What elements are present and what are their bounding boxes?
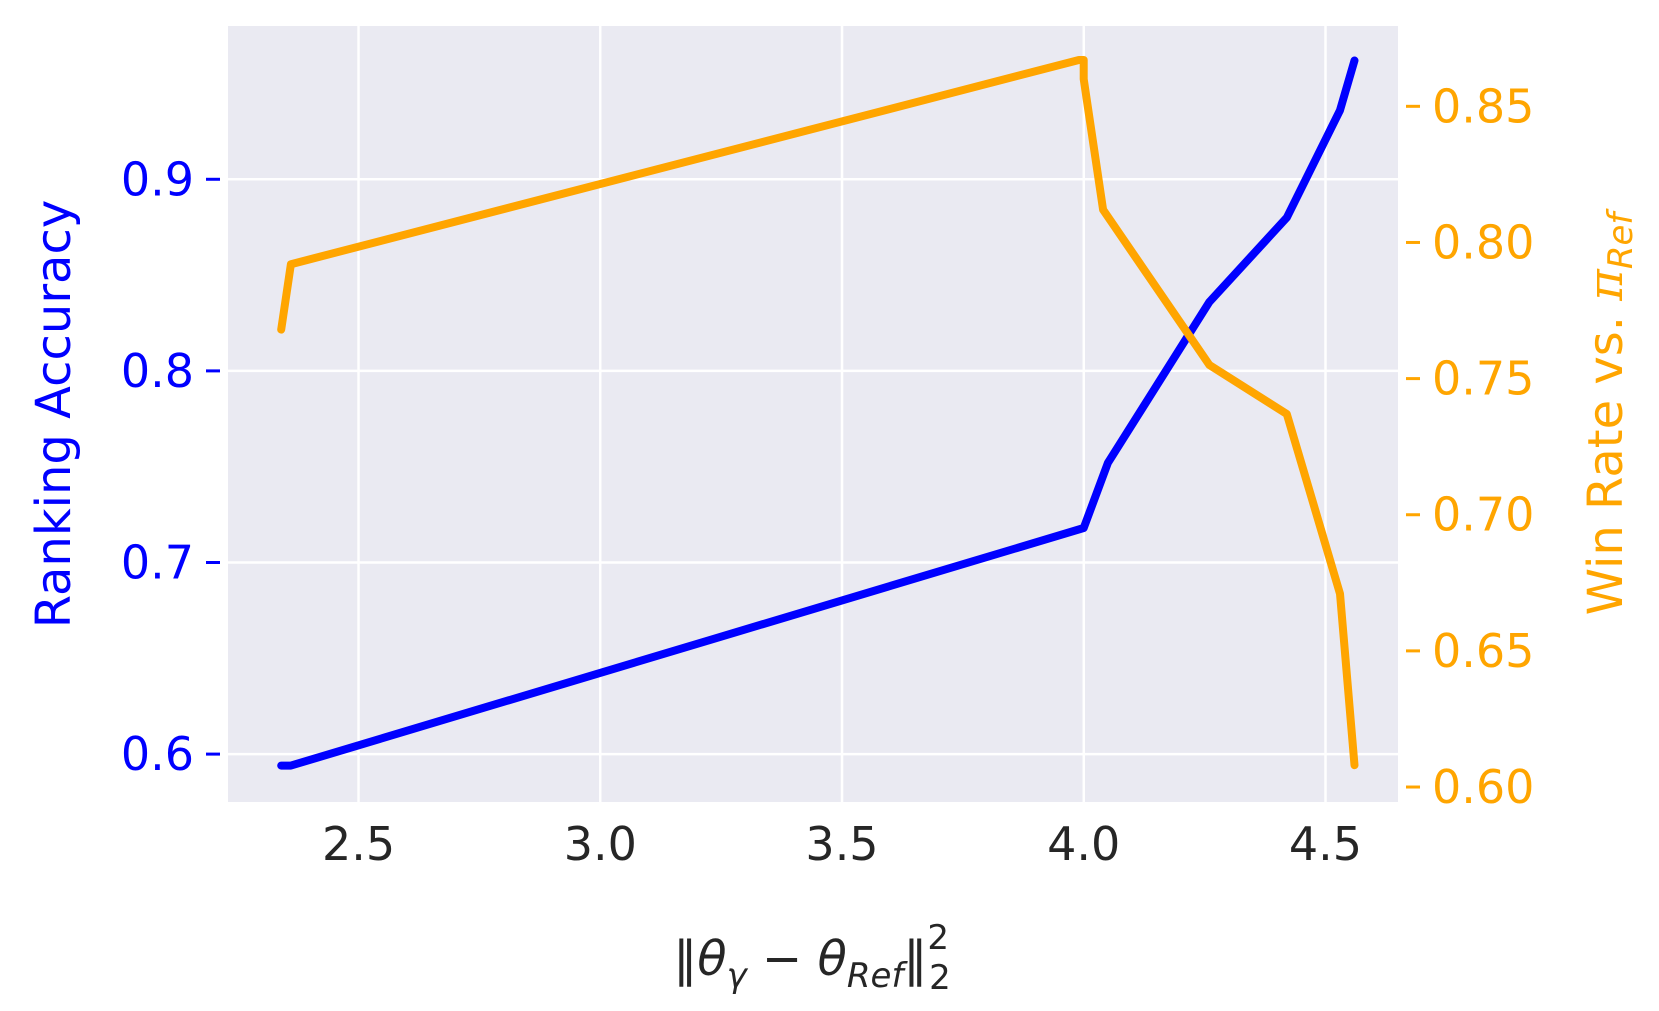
y-right-axis-title: Win Rate vs. πRef [1578,208,1641,616]
y-right-tick-label: 0.70 [1432,488,1534,542]
y-right-tick-label: 0.85 [1432,79,1534,133]
series-lines [277,56,1359,770]
x-title-sub-ref: Ref [847,956,909,996]
plot-area [228,26,1398,802]
x-title-exp: 2 [927,918,949,958]
y-right-tick-label: 0.60 [1432,760,1534,814]
y-left-tick-label: 0.8 [121,344,194,398]
y-right-tick-label: 0.80 [1432,215,1534,269]
x-title-minus-theta: − θ [747,931,847,987]
x-title-norm-sub: 2 [929,958,951,998]
tick-labels: 2.5 3.0 3.5 4.0 4.5 0.6 0.7 0.8 0.9 0.60 0.65 0.70 0… [121,79,1535,871]
x-title-norm-theta: ‖θ [673,931,726,987]
x-tick-label: 2.5 [322,817,395,871]
x-title-norm-close: ‖ [903,931,927,987]
x-title-sub-gamma: γ [727,956,749,996]
grid-lines [228,26,1398,802]
x-tick-label: 4.0 [1047,817,1120,871]
y-right-tick-label: 0.75 [1432,352,1534,406]
x-axis-title: ‖θγ − θRef‖2 2 [673,918,950,998]
x-tick-label: 3.0 [564,817,637,871]
win-rate-line [277,56,1359,770]
ranking-accuracy-line [277,56,1359,770]
y-right-title-text: Win Rate vs. [1578,301,1634,616]
y-left-axis-title: Ranking Accuracy [26,200,82,629]
y-right-tick-label: 0.65 [1432,624,1534,678]
x-tick-label: 4.5 [1289,817,1362,871]
y-right-title-pi: π [1578,268,1634,302]
x-tick-label: 3.5 [805,817,878,871]
tick-marks [206,104,1420,789]
y-left-tick-label: 0.6 [121,727,194,781]
y-right-title-sub: Ref [1601,208,1641,270]
y-left-tick-label: 0.9 [121,152,194,206]
y-left-tick-label: 0.7 [121,535,194,589]
